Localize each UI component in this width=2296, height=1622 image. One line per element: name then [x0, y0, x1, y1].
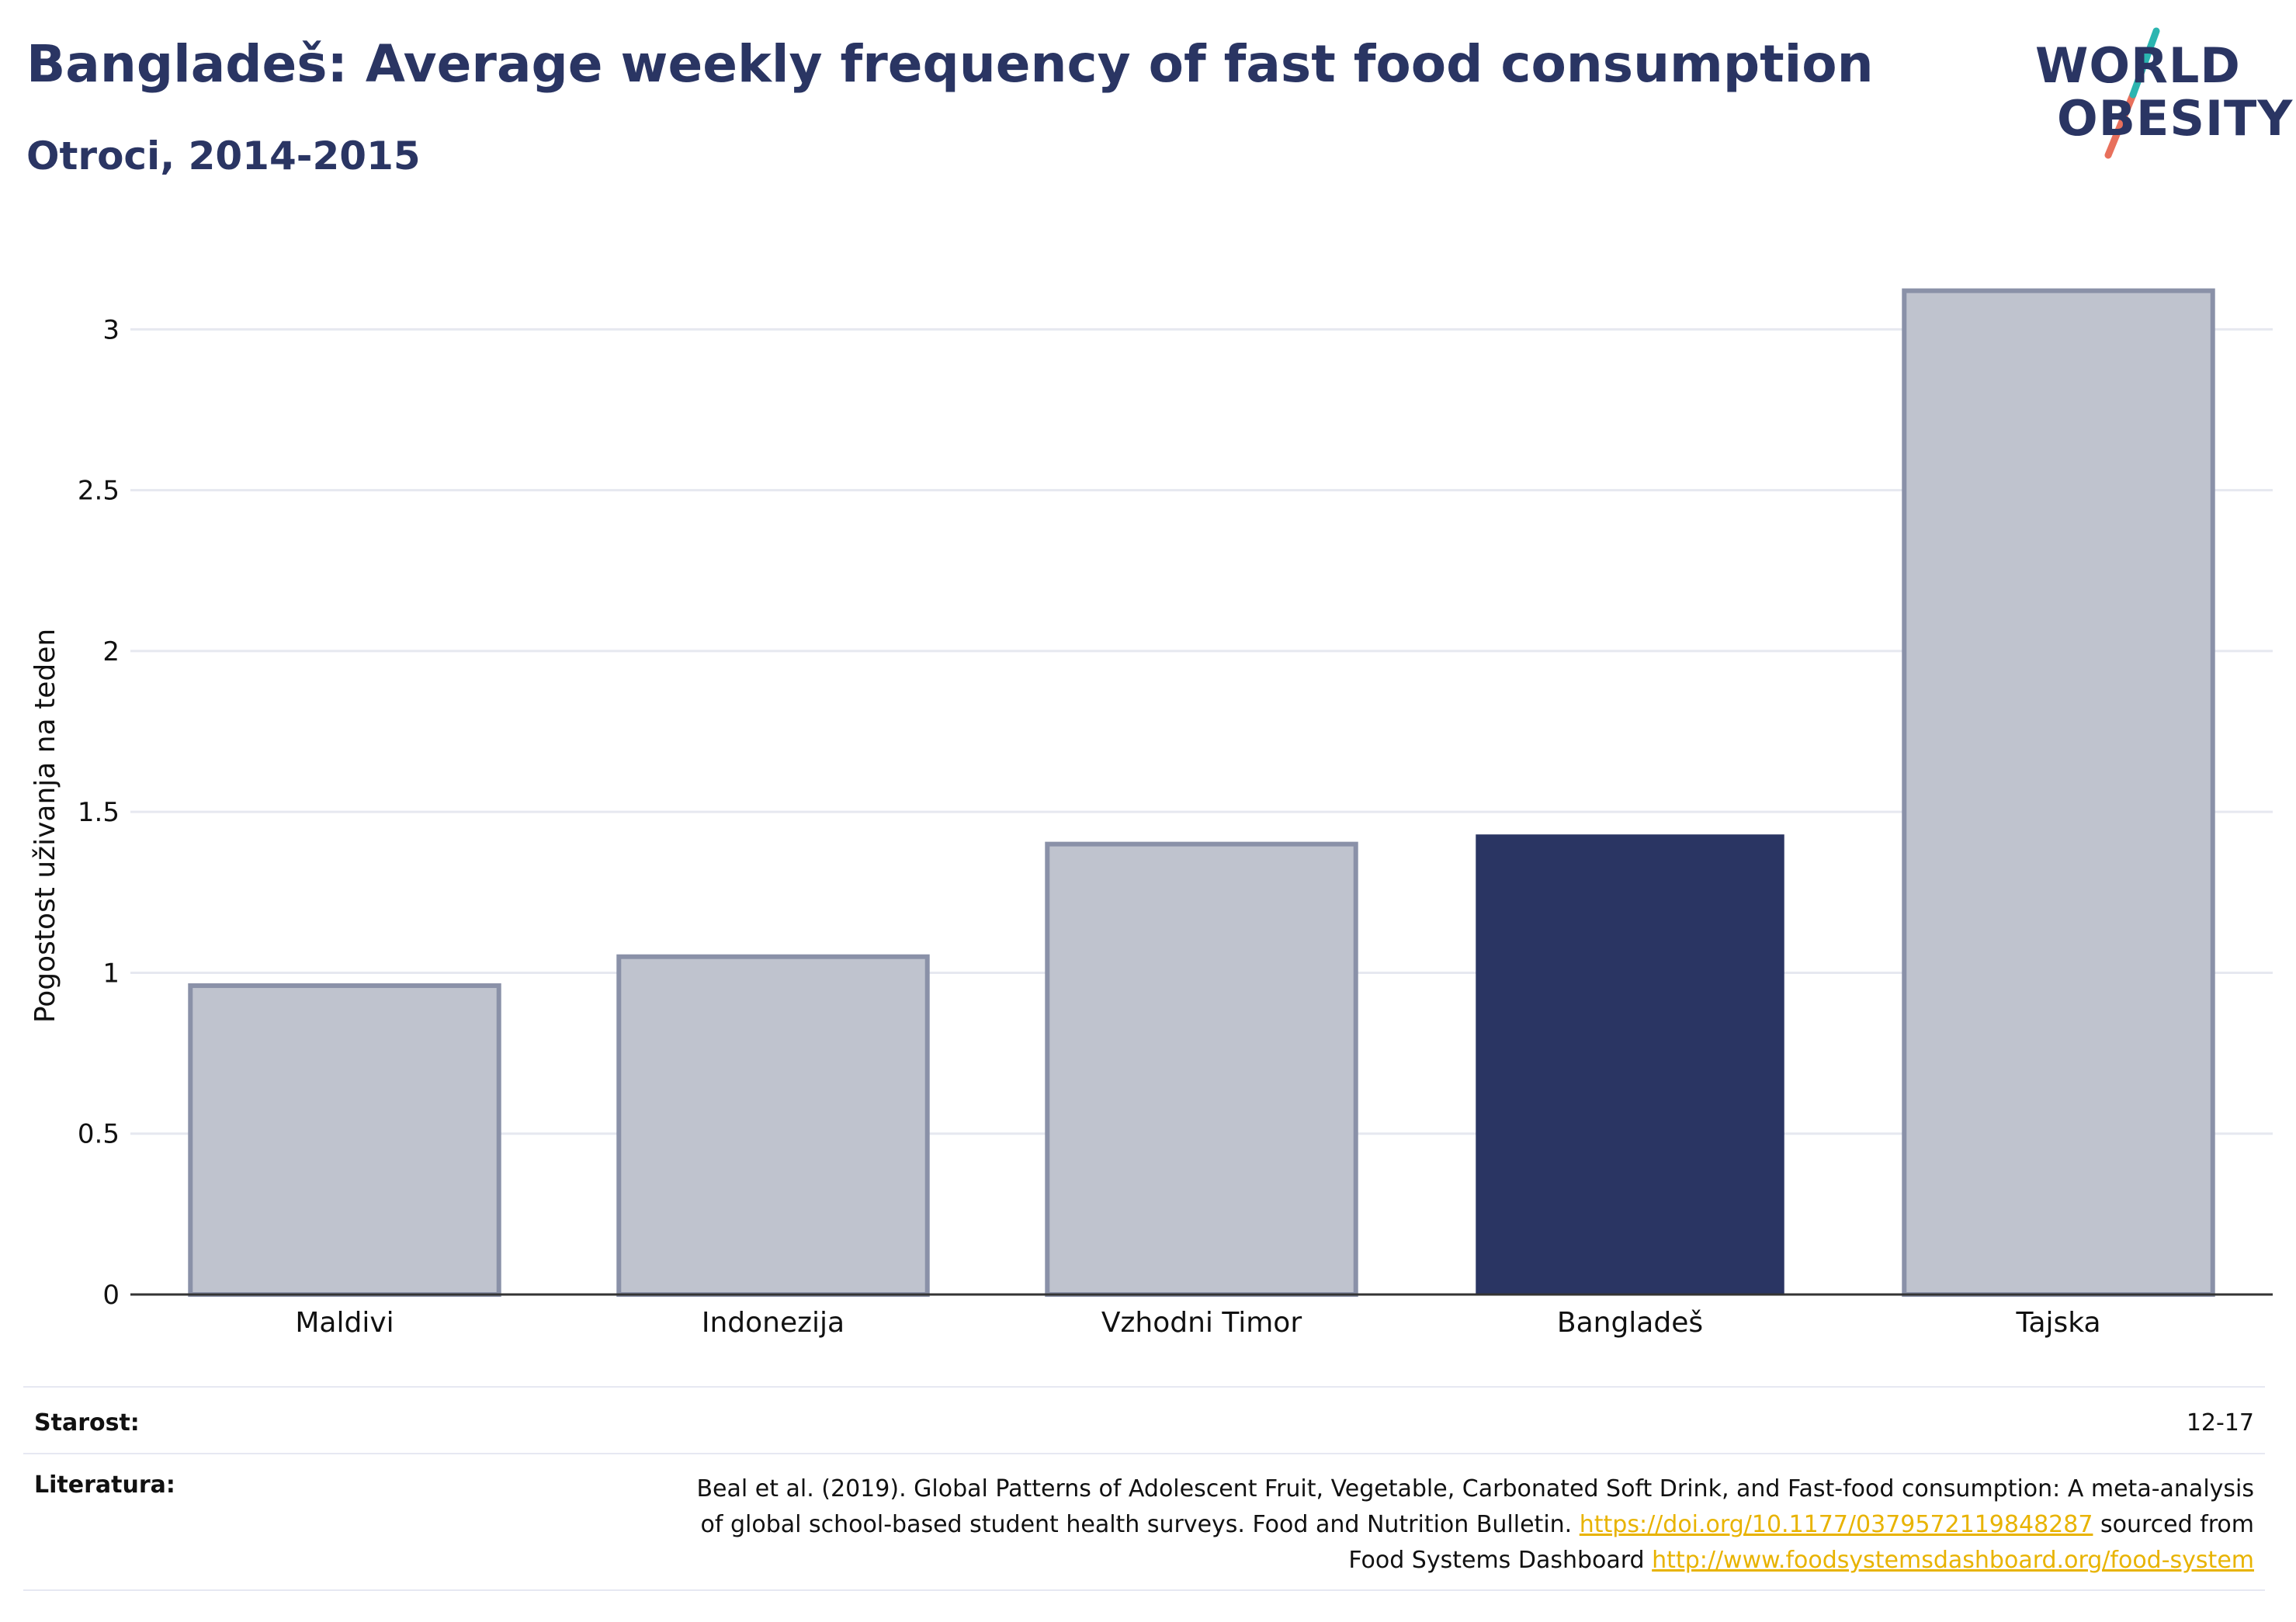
- bars: [130, 288, 2273, 1298]
- literature-label: Literatura:: [34, 1471, 175, 1499]
- x-tick-labels: Maldivi Indonezija Vzhodni Timor Bangladeš T…: [295, 1307, 2100, 1339]
- logo-text-world: WORLD: [2035, 37, 2241, 94]
- y-tick-label: 0: [102, 1280, 120, 1311]
- world-obesity-logo: WORLD OBESITY: [2018, 23, 2292, 163]
- age-value: 12-17: [2186, 1409, 2254, 1437]
- bar[interactable]: [1476, 834, 1784, 1294]
- y-axis-label: Pogostost uživanja na teden: [29, 629, 61, 1023]
- y-tick-labels: 0 0.5 1 1.5 2 2.5 3: [78, 314, 120, 1311]
- bar[interactable]: [616, 954, 930, 1298]
- age-label: Starost:: [34, 1409, 140, 1437]
- y-tick-label: 3: [102, 314, 120, 345]
- food-systems-link[interactable]: http://www.foodsystemsdashboard.org/food…: [1652, 1547, 2254, 1574]
- bar[interactable]: [1902, 288, 2215, 1298]
- y-tick-label: 2: [102, 636, 120, 667]
- footer-divider: [23, 1589, 2265, 1591]
- bar-chart: 0 0.5 1 1.5 2 2.5 3 Maldivi Indonezija Vzhodni T…: [29, 288, 2273, 1339]
- x-tick-label: Bangladeš: [1557, 1307, 1703, 1339]
- x-tick-label: Maldivi: [295, 1307, 394, 1339]
- literature-line-1: Beal et al. (2019). Global Patterns of A…: [696, 1475, 2254, 1502]
- y-tick-label: 2.5: [78, 476, 120, 507]
- literature-line-2-suffix: sourced from: [2100, 1511, 2254, 1538]
- literature-line-3: Food Systems Dashboard http://www.foodsy…: [696, 1543, 2254, 1579]
- literature-text: Beal et al. (2019). Global Patterns of A…: [696, 1471, 2254, 1579]
- footer-divider: [23, 1386, 2265, 1388]
- x-tick-label: Vzhodni Timor: [1101, 1307, 1302, 1339]
- logo-text-obesity: OBESITY: [2057, 90, 2294, 147]
- chart-title: Bangladeš: Average weekly frequency of f…: [26, 34, 1874, 94]
- logo-slash-icon: [2104, 27, 2160, 159]
- chart-subtitle: Otroci, 2014-2015: [26, 133, 421, 178]
- literature-line-3-text: Food Systems Dashboard: [1348, 1547, 1645, 1574]
- y-tick-label: 1: [102, 958, 120, 989]
- y-tick-label: 1.5: [78, 797, 120, 828]
- bar[interactable]: [188, 983, 501, 1297]
- x-tick-label: Tajska: [2015, 1307, 2100, 1339]
- x-tick-label: Indonezija: [702, 1307, 845, 1339]
- bar[interactable]: [1045, 841, 1358, 1297]
- literature-line-2: of global school-based student health su…: [696, 1507, 2254, 1543]
- literature-line-2-text: of global school-based student health su…: [700, 1511, 1573, 1538]
- footer-divider: [23, 1453, 2265, 1454]
- doi-link[interactable]: https://doi.org/10.1177/0379572119848287: [1579, 1511, 2093, 1538]
- y-tick-label: 0.5: [78, 1119, 120, 1150]
